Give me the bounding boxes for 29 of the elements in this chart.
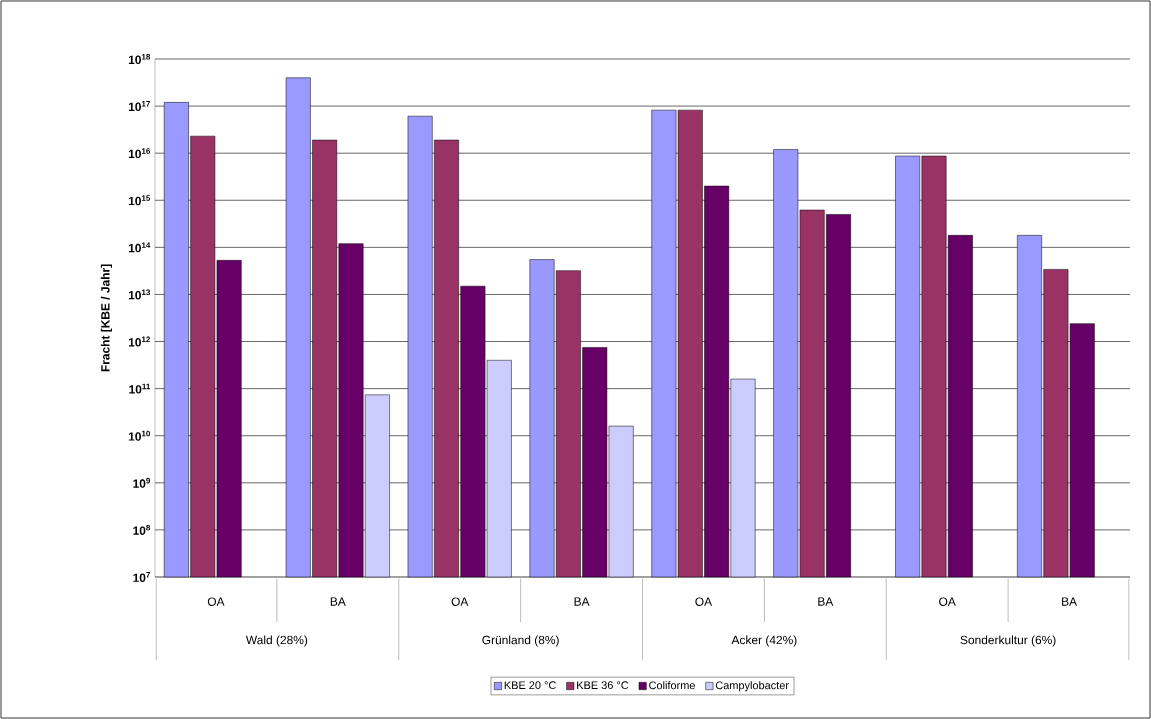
y-tick-label: 10$^{18}$: [128, 53, 151, 64]
x-tick-label: BA: [574, 597, 590, 606]
x-tick-label: OA: [207, 597, 225, 606]
y-tick-label: 10$^{10}$: [128, 430, 150, 441]
x-tick-label: OA: [695, 597, 713, 606]
y-axis-title: Fracht [KBE / Jahr]: [100, 264, 112, 372]
x-tick-label: BA: [1062, 597, 1078, 606]
legend-label: Campylobacter: [715, 681, 789, 692]
y-tick-label: 10$^{13}$: [128, 289, 151, 300]
text: Sonderkultur (6%): [960, 635, 1056, 647]
text: Acker (42%): [731, 635, 797, 647]
x-tick-label: OA: [451, 597, 469, 606]
y-tick-label: 10$^{14}$: [128, 242, 151, 253]
text: Wald (28%): [245, 635, 308, 647]
y-tick-label: 10$^{15}$: [128, 195, 151, 206]
legend-label: KBE 20 °C: [504, 681, 556, 690]
y-tick-label: 10$^{9}$: [133, 477, 151, 488]
legend-label: Coliforme: [649, 681, 695, 690]
y-tick-label: 10$^{11}$: [129, 383, 151, 394]
y-tick-label: 10$^{12}$: [128, 336, 150, 347]
x-tick-label: OA: [939, 597, 956, 606]
y-tick-label: 10$^{17}$: [128, 101, 150, 112]
y-tick-label: 10$^{7}$: [133, 572, 150, 582]
legend-label: KBE 36 °C: [577, 681, 629, 690]
x-tick-label: BA: [818, 597, 834, 606]
text: Grünland (8%): [482, 635, 559, 647]
y-tick-label: 10$^{16}$: [128, 148, 151, 159]
y-tick-label: 10$^{8}$: [133, 524, 151, 535]
x-tick-label: BA: [330, 597, 346, 606]
